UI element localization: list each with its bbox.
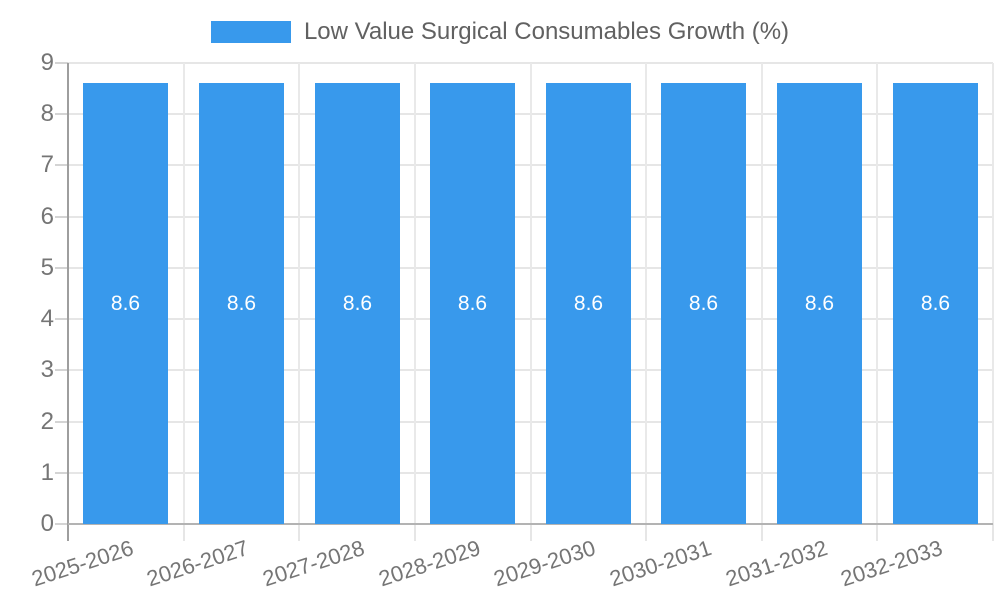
bar	[661, 83, 746, 524]
y-axis-tick	[55, 318, 68, 320]
y-axis-tick-label: 9	[40, 49, 54, 76]
y-axis-tick-label: 4	[40, 305, 54, 332]
y-axis-tick-label: 8	[40, 100, 54, 127]
y-axis-tick	[55, 164, 68, 166]
x-axis-line	[68, 523, 993, 525]
gridline-vertical	[530, 63, 532, 524]
legend-series-label: Low Value Surgical Consumables Growth (%…	[303, 18, 790, 45]
bar-value-label: 8.6	[804, 292, 835, 315]
gridline-vertical	[414, 63, 416, 524]
bar	[777, 83, 862, 524]
gridline-vertical	[992, 63, 994, 524]
y-axis-tick	[55, 523, 68, 525]
x-axis-tick	[414, 524, 416, 541]
x-axis-tick	[645, 524, 647, 541]
y-axis-tick-label: 2	[40, 408, 54, 435]
y-axis-tick	[55, 62, 68, 64]
bar	[83, 83, 168, 524]
x-axis-tick	[530, 524, 532, 541]
y-axis-tick	[55, 369, 68, 371]
chart-legend[interactable]: Low Value Surgical Consumables Growth (%…	[0, 18, 1000, 46]
bar	[893, 83, 978, 524]
x-axis-tick	[298, 524, 300, 541]
y-axis-tick	[55, 472, 68, 474]
x-axis-tick	[992, 524, 994, 541]
bar	[430, 83, 515, 524]
bar-value-label: 8.6	[920, 292, 951, 315]
gridline-vertical	[645, 63, 647, 524]
gridline-vertical	[183, 63, 185, 524]
x-axis-tick	[761, 524, 763, 541]
y-axis-line	[67, 63, 69, 541]
bar	[199, 83, 284, 524]
bar	[315, 83, 400, 524]
gridline-vertical	[876, 63, 878, 524]
bar	[546, 83, 631, 524]
bar-value-label: 8.6	[342, 292, 373, 315]
bar-value-label: 8.6	[573, 292, 604, 315]
bar-value-label: 8.6	[226, 292, 257, 315]
bar-value-label: 8.6	[457, 292, 488, 315]
y-axis-tick-label: 6	[40, 203, 54, 230]
y-axis-tick	[55, 216, 68, 218]
gridline-vertical	[298, 63, 300, 524]
bar-value-label: 8.6	[688, 292, 719, 315]
y-axis-tick	[55, 421, 68, 423]
y-axis-tick-label: 7	[40, 151, 54, 178]
y-axis-tick-label: 1	[40, 459, 54, 486]
legend-color-swatch	[210, 21, 291, 43]
y-axis-tick	[55, 113, 68, 115]
gridline-vertical	[761, 63, 763, 524]
bar-value-label: 8.6	[110, 292, 141, 315]
y-axis-tick-label: 5	[40, 254, 54, 281]
y-axis-tick-label: 0	[40, 510, 54, 537]
x-axis-tick	[183, 524, 185, 541]
x-axis-tick	[876, 524, 878, 541]
y-axis-tick	[55, 267, 68, 269]
y-axis-tick-label: 3	[40, 356, 54, 383]
